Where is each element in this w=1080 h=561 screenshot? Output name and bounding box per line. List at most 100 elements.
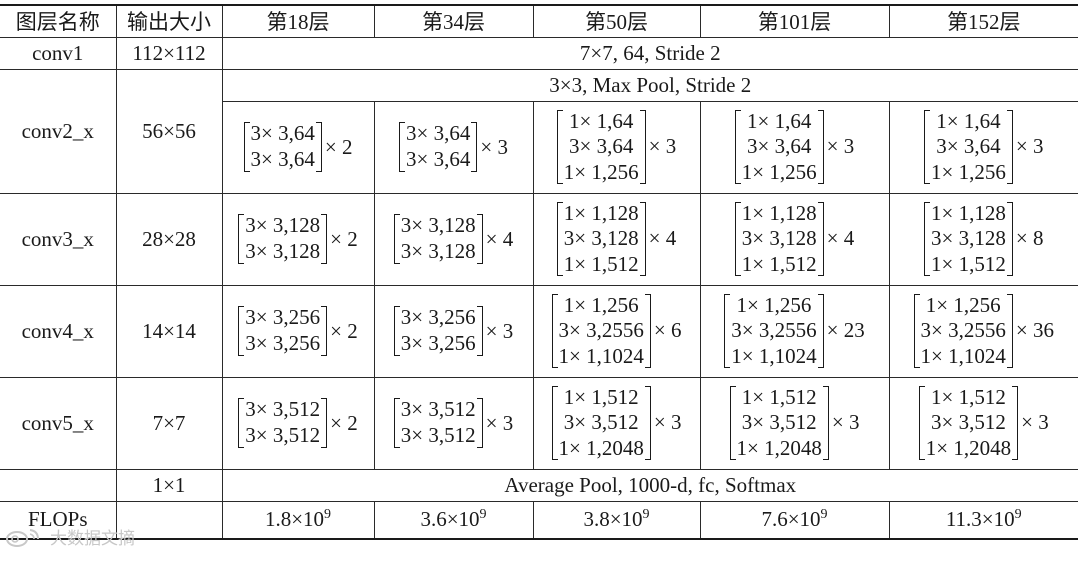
header-output-size: 输出大小 xyxy=(115,4,223,38)
flops-value: 1.8×109 xyxy=(221,500,375,540)
matrix-bracket: 1× 1,512 3× 3,512 1× 1,2048 xyxy=(918,385,1019,462)
conv4-cell: 3× 3,256 3× 3,256 × 3 xyxy=(373,284,534,378)
matrix-entry: 3× 3,512 xyxy=(931,410,1006,435)
matrix-entry: 1× 1,64 xyxy=(569,108,634,133)
conv2-cell: 1× 1,64 3× 3,64 1× 1,256 × 3 xyxy=(532,100,701,194)
matrix-entry: 1× 1,128 xyxy=(741,200,817,225)
matrix-entry: 3× 3,256 xyxy=(400,305,476,330)
matrix-bracket: 3× 3,64 3× 3,64 xyxy=(243,121,323,172)
conv4-cell: 1× 1,256 3× 3,2556 1× 1,1024 × 23 xyxy=(699,284,890,378)
header-row: 图层名称 输出大小 第18层 第34层 第50层 第101层 第152层 xyxy=(0,4,1078,38)
block-matrix: 3× 3,512 3× 3,512 × 3 xyxy=(393,397,514,448)
matrix-bracket: 3× 3,64 3× 3,64 xyxy=(399,121,478,172)
matrix-entry: 1× 1,128 xyxy=(563,200,639,225)
matrix-entry: 1× 1,512 xyxy=(741,251,817,276)
conv5-block-row: conv5_x 7×7 3× 3,512 3× 3,512 × 2 3× 3,512 3× … xyxy=(0,376,1078,470)
block-repeat-count: × 3 xyxy=(831,410,860,435)
matrix-bracket: 3× 3,128 3× 3,128 xyxy=(393,213,483,264)
block-matrix: 1× 1,128 3× 3,128 1× 1,512 × 4 xyxy=(734,200,855,278)
block-repeat-count: × 3 xyxy=(1015,134,1044,159)
conv5-cell: 3× 3,512 3× 3,512 × 3 xyxy=(373,376,534,470)
conv5-cell: 1× 1,512 3× 3,512 1× 1,2048 × 3 xyxy=(699,376,890,470)
matrix-bracket: 3× 3,256 3× 3,256 xyxy=(393,305,483,356)
matrix-bracket: 1× 1,64 3× 3,64 1× 1,256 xyxy=(556,108,646,186)
conv3-cell: 1× 1,128 3× 3,128 1× 1,512 × 4 xyxy=(532,192,701,286)
matrix-bracket: 3× 3,256 3× 3,256 xyxy=(238,305,327,356)
block-repeat-count: × 36 xyxy=(1015,318,1054,343)
block-matrix: 1× 1,64 3× 3,64 1× 1,256 × 3 xyxy=(556,108,676,186)
conv3-block-row: conv3_x 28×28 3× 3,128 3× 3,128 × 2 3× 3,128 3… xyxy=(0,192,1078,286)
matrix-entry: 3× 3,512 xyxy=(245,423,321,447)
conv2-pool-row: conv2_x 56×56 3×3, Max Pool, Stride 2 xyxy=(0,68,1078,194)
matrix-entry: 3× 3,512 xyxy=(400,423,476,447)
matrix-entry: 1× 1,256 xyxy=(741,159,817,184)
block-matrix: 1× 1,256 3× 3,2556 1× 1,1024 × 23 xyxy=(724,293,865,370)
block-matrix: 1× 1,512 3× 3,512 1× 1,2048 × 3 xyxy=(918,385,1049,462)
flops-mantissa: 3.6×10 xyxy=(420,507,480,532)
flops-value: 11.3×109 xyxy=(888,500,1078,540)
matrix-entry: 3× 3,64 xyxy=(406,147,471,171)
matrix-entry: 3× 3,128 xyxy=(400,213,476,238)
block-repeat-count: × 3 xyxy=(1021,410,1049,435)
matrix-entry: 1× 1,512 xyxy=(563,251,639,276)
matrix-entry: 1× 1,1024 xyxy=(731,343,817,368)
matrix-entry: 3× 3,256 xyxy=(400,331,476,355)
matrix-entry: 3× 3,64 xyxy=(569,134,634,159)
block-repeat-count: × 8 xyxy=(1015,226,1044,251)
block-repeat-count: × 4 xyxy=(648,226,677,251)
conv1-output: 112×112 xyxy=(115,36,223,70)
flops-mantissa: 3.8×10 xyxy=(583,507,643,532)
conv3-cell: 3× 3,128 3× 3,128 × 4 xyxy=(373,192,534,286)
matrix-bracket: 1× 1,128 3× 3,128 1× 1,512 xyxy=(556,200,646,278)
matrix-entry: 1× 1,256 xyxy=(563,292,639,317)
matrix-entry: 3× 3,512 xyxy=(245,397,321,422)
block-repeat-count: × 4 xyxy=(485,226,514,251)
matrix-bracket: 1× 1,128 3× 3,128 1× 1,512 xyxy=(924,201,1013,278)
matrix-entry: 3× 3,64 xyxy=(747,134,812,159)
block-repeat-count: × 4 xyxy=(826,226,855,251)
matrix-entry: 3× 3,2556 xyxy=(920,318,1006,343)
matrix-entry: 3× 3,256 xyxy=(245,331,321,355)
block-repeat-count: × 3 xyxy=(485,318,514,343)
flops-mantissa: 1.8×10 xyxy=(264,507,325,532)
block-matrix: 3× 3,512 3× 3,512 × 2 xyxy=(238,397,358,448)
conv5-cell: 3× 3,512 3× 3,512 × 2 xyxy=(221,376,375,470)
block-matrix: 1× 1,128 3× 3,128 1× 1,512 × 4 xyxy=(556,200,677,278)
matrix-entry: 1× 1,256 xyxy=(563,159,639,184)
flops-value: 3.6×109 xyxy=(373,500,534,540)
conv4-cell: 1× 1,256 3× 3,2556 1× 1,1024 × 6 xyxy=(532,284,701,378)
block-repeat-count: × 3 xyxy=(485,410,514,435)
conv2-cell: 1× 1,64 3× 3,64 1× 1,256 × 3 xyxy=(888,100,1078,194)
conv1-row: conv1 112×112 7×7, 64, Stride 2 xyxy=(0,36,1078,70)
matrix-bracket: 1× 1,256 3× 3,2556 1× 1,1024 xyxy=(551,292,652,370)
flops-output xyxy=(115,500,223,540)
matrix-entry: 1× 1,2048 xyxy=(558,435,644,460)
block-repeat-count: × 3 xyxy=(826,134,855,159)
block-matrix: 3× 3,256 3× 3,256 × 2 xyxy=(238,305,358,356)
matrix-bracket: 1× 1,64 3× 3,64 1× 1,256 xyxy=(734,108,824,186)
matrix-entry: 1× 1,256 xyxy=(925,292,1001,317)
matrix-entry: 1× 1,64 xyxy=(747,108,812,133)
flops-row: FLOPs 1.8×109 3.6×109 3.8×109 7.6×109 11.3×1… xyxy=(0,500,1078,540)
matrix-entry: 3× 3,64 xyxy=(250,121,315,146)
matrix-entry: 3× 3,2556 xyxy=(731,318,817,343)
conv2-block-row: 3× 3,64 3× 3,64 × 2 3× 3,64 3× 3,64 × 3 1× 1,6… xyxy=(0,100,1078,194)
block-matrix: 3× 3,256 3× 3,256 × 3 xyxy=(393,305,514,356)
matrix-entry: 1× 1,1024 xyxy=(920,343,1006,368)
matrix-entry: 3× 3,512 xyxy=(400,397,476,422)
header-50-layer: 第50层 xyxy=(532,4,701,38)
header-152-layer: 第152层 xyxy=(888,4,1078,38)
block-matrix: 1× 1,512 3× 3,512 1× 1,2048 × 3 xyxy=(551,385,681,462)
block-matrix: 1× 1,512 3× 3,512 1× 1,2048 × 3 xyxy=(729,385,860,462)
matrix-bracket: 1× 1,64 3× 3,64 1× 1,256 xyxy=(924,109,1013,186)
matrix-entry: 3× 3,64 xyxy=(406,121,471,146)
conv3-cell: 3× 3,128 3× 3,128 × 2 xyxy=(221,192,375,286)
conv4-block-row: conv4_x 14×14 3× 3,256 3× 3,256 × 2 3× 3,256 3… xyxy=(0,284,1078,378)
flops-name: FLOPs xyxy=(0,500,117,540)
avgpool-name xyxy=(0,468,117,502)
block-repeat-count: × 3 xyxy=(480,134,508,159)
conv4-cell: 1× 1,256 3× 3,2556 1× 1,1024 × 36 xyxy=(888,284,1078,378)
matrix-entry: 3× 3,128 xyxy=(400,239,476,263)
flops-exponent: 9 xyxy=(479,507,487,523)
